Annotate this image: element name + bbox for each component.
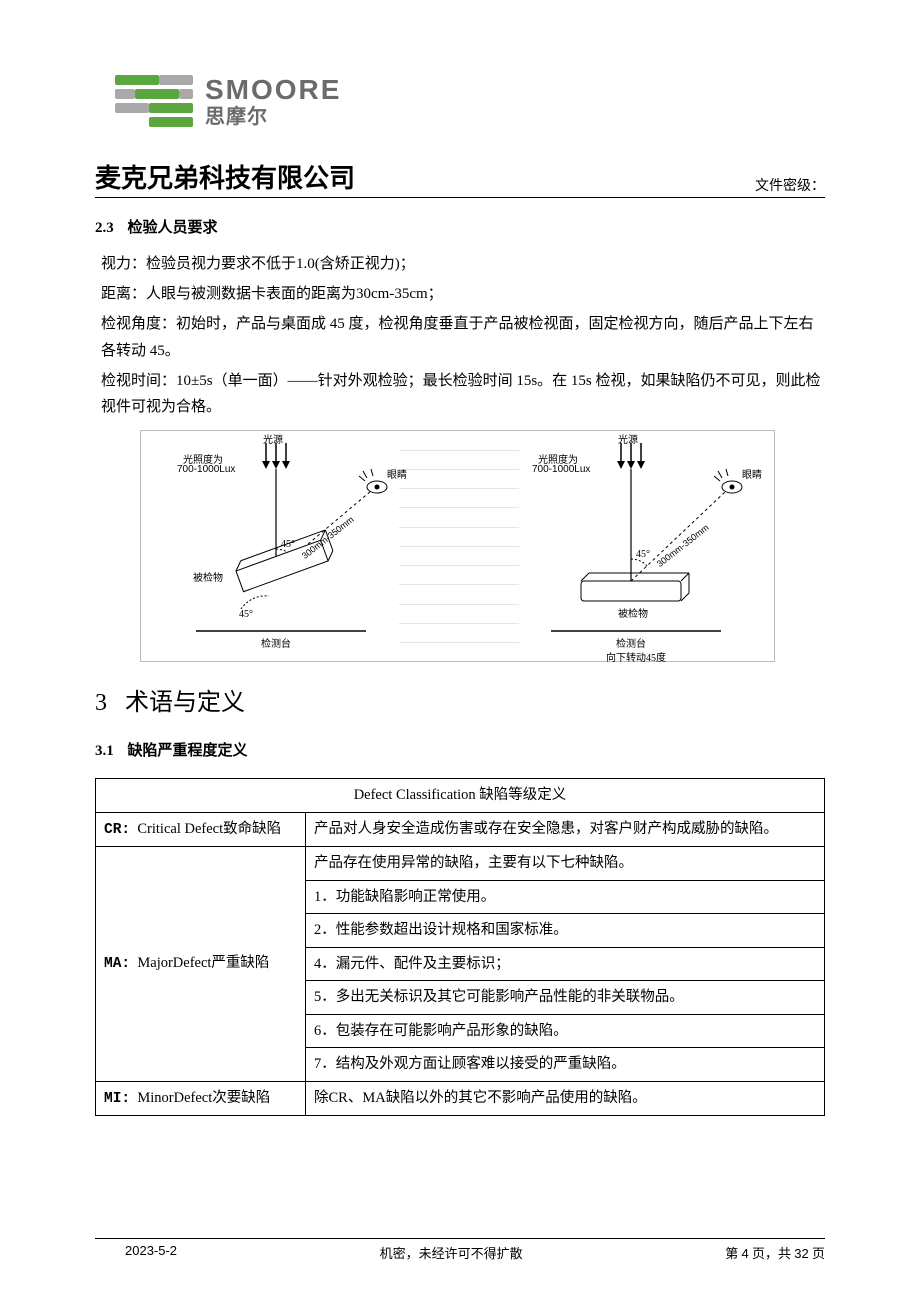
heading-3-1-num: 3.1 [95, 743, 114, 759]
ma4: 5．多出无关标识及其它可能影响产品性能的非关联物品。 [306, 981, 825, 1014]
ma-intro: 产品存在使用异常的缺陷，主要有以下七种缺陷。 [306, 847, 825, 880]
title-row: 麦克兄弟科技有限公司 文件密级： [95, 158, 825, 198]
heading-3: 3 术语与定义 [95, 682, 825, 717]
p-vision: 视力：检验员视力要求不低于1.0(含矫正视力)； [101, 251, 825, 277]
label-45-lower: 45° [239, 609, 253, 620]
diagram-panel-right: 光源 光照度为 700-1000Lux 眼睛 300mm-350mm 45° 被… [496, 431, 776, 661]
label-45-upper: 45° [281, 539, 295, 550]
footer-confidential: 机密，未经许可不得扩散 [380, 1243, 523, 1262]
table-row: Defect Classification 缺陷等级定义 [96, 779, 825, 812]
heading-3-num: 3 [95, 690, 107, 716]
heading-3-1-text: 缺陷严重程度定义 [128, 743, 248, 759]
logo-bars-icon [115, 75, 193, 127]
p-distance: 距离：人眼与被测数据卡表面的距离为30cm-35cm； [101, 281, 825, 307]
label-light-r: 光源 [618, 431, 638, 446]
sec23-body: 视力：检验员视力要求不低于1.0(含矫正视力)； 距离：人眼与被测数据卡表面的距… [95, 251, 825, 421]
label-lux-val-r: 700-1000Lux [532, 464, 590, 475]
table-row: CR: Critical Defect致命缺陷 产品对人身安全造成伤害或存在安全… [96, 812, 825, 846]
heading-num: 2.3 [95, 220, 114, 236]
table-row: MI: MinorDefect次要缺陷 除CR、MA缺陷以外的其它不影响产品使用… [96, 1081, 825, 1115]
heading-3-text: 术语与定义 [125, 690, 245, 716]
label-light: 光源 [263, 431, 283, 446]
table-row: MA: MajorDefect严重缺陷 产品存在使用异常的缺陷，主要有以下七种缺… [96, 847, 825, 880]
logo-cn: 思摩尔 [205, 106, 341, 128]
footer-date: 2023-5-2 [125, 1243, 177, 1262]
ma3: 4．漏元件、配件及主要标识； [306, 947, 825, 980]
heading-3-1: 3.1 缺陷严重程度定义 [95, 739, 825, 760]
ma5: 6．包装存在可能影响产品形象的缺陷。 [306, 1014, 825, 1047]
label-object-r: 被检物 [618, 605, 648, 620]
p-time: 检视时间：10±5s（单一面）——针对外观检验；最长检验时间 15s。在 15s… [101, 368, 825, 421]
mi-label: MI: MinorDefect次要缺陷 [96, 1081, 306, 1115]
inspection-diagram: 光源 光照度为 700-1000Lux 眼睛 300mm-350mm 45° 4… [140, 430, 775, 662]
logo-text: SMOORE 思摩尔 [205, 75, 341, 128]
mi-desc: 除CR、MA缺陷以外的其它不影响产品使用的缺陷。 [306, 1081, 825, 1115]
footer-page: 第 4 页，共 32 页 [725, 1243, 825, 1262]
cr-desc: 产品对人身安全造成伤害或存在安全隐患，对客户财产构成威胁的缺陷。 [306, 812, 825, 846]
security-label: 文件密级： [755, 175, 825, 195]
doc-title: 麦克兄弟科技有限公司 [95, 158, 355, 195]
ma1: 1．功能缺陷影响正常使用。 [306, 880, 825, 913]
logo-block: SMOORE 思摩尔 [115, 75, 825, 128]
label-rotate: 向下转动45度 [606, 649, 666, 664]
ma2: 2．性能参数超出设计规格和国家标准。 [306, 914, 825, 947]
heading-text: 检验人员要求 [128, 220, 218, 236]
document-page: SMOORE 思摩尔 麦克兄弟科技有限公司 文件密级： 2.3 检验人员要求 视… [0, 0, 920, 1302]
label-table: 检测台 [261, 635, 291, 650]
label-45-r: 45° [636, 549, 650, 560]
label-object: 被检物 [193, 569, 223, 584]
cr-label: CR: Critical Defect致命缺陷 [96, 812, 306, 846]
label-eye-r: 眼睛 [742, 466, 762, 481]
diagram-panel-left: 光源 光照度为 700-1000Lux 眼睛 300mm-350mm 45° 4… [141, 431, 421, 661]
logo-en: SMOORE [205, 75, 341, 106]
ma-label: MA: MajorDefect严重缺陷 [96, 847, 306, 1081]
defect-classification-table: Defect Classification 缺陷等级定义 CR: Critica… [95, 778, 825, 1116]
label-lux-val: 700-1000Lux [177, 464, 235, 475]
label-eye: 眼睛 [387, 466, 407, 481]
label-table-r: 检测台 [616, 635, 646, 650]
p-angle: 检视角度：初始时，产品与桌面成 45 度，检视角度垂直于产品被检视面，固定检视方… [101, 311, 825, 364]
page-footer: 2023-5-2 机密，未经许可不得扩散 第 4 页，共 32 页 [95, 1238, 825, 1262]
ma6: 7．结构及外观方面让顾客难以接受的严重缺陷。 [306, 1048, 825, 1081]
heading-2-3: 2.3 检验人员要求 [95, 216, 825, 237]
table-header: Defect Classification 缺陷等级定义 [96, 779, 825, 812]
